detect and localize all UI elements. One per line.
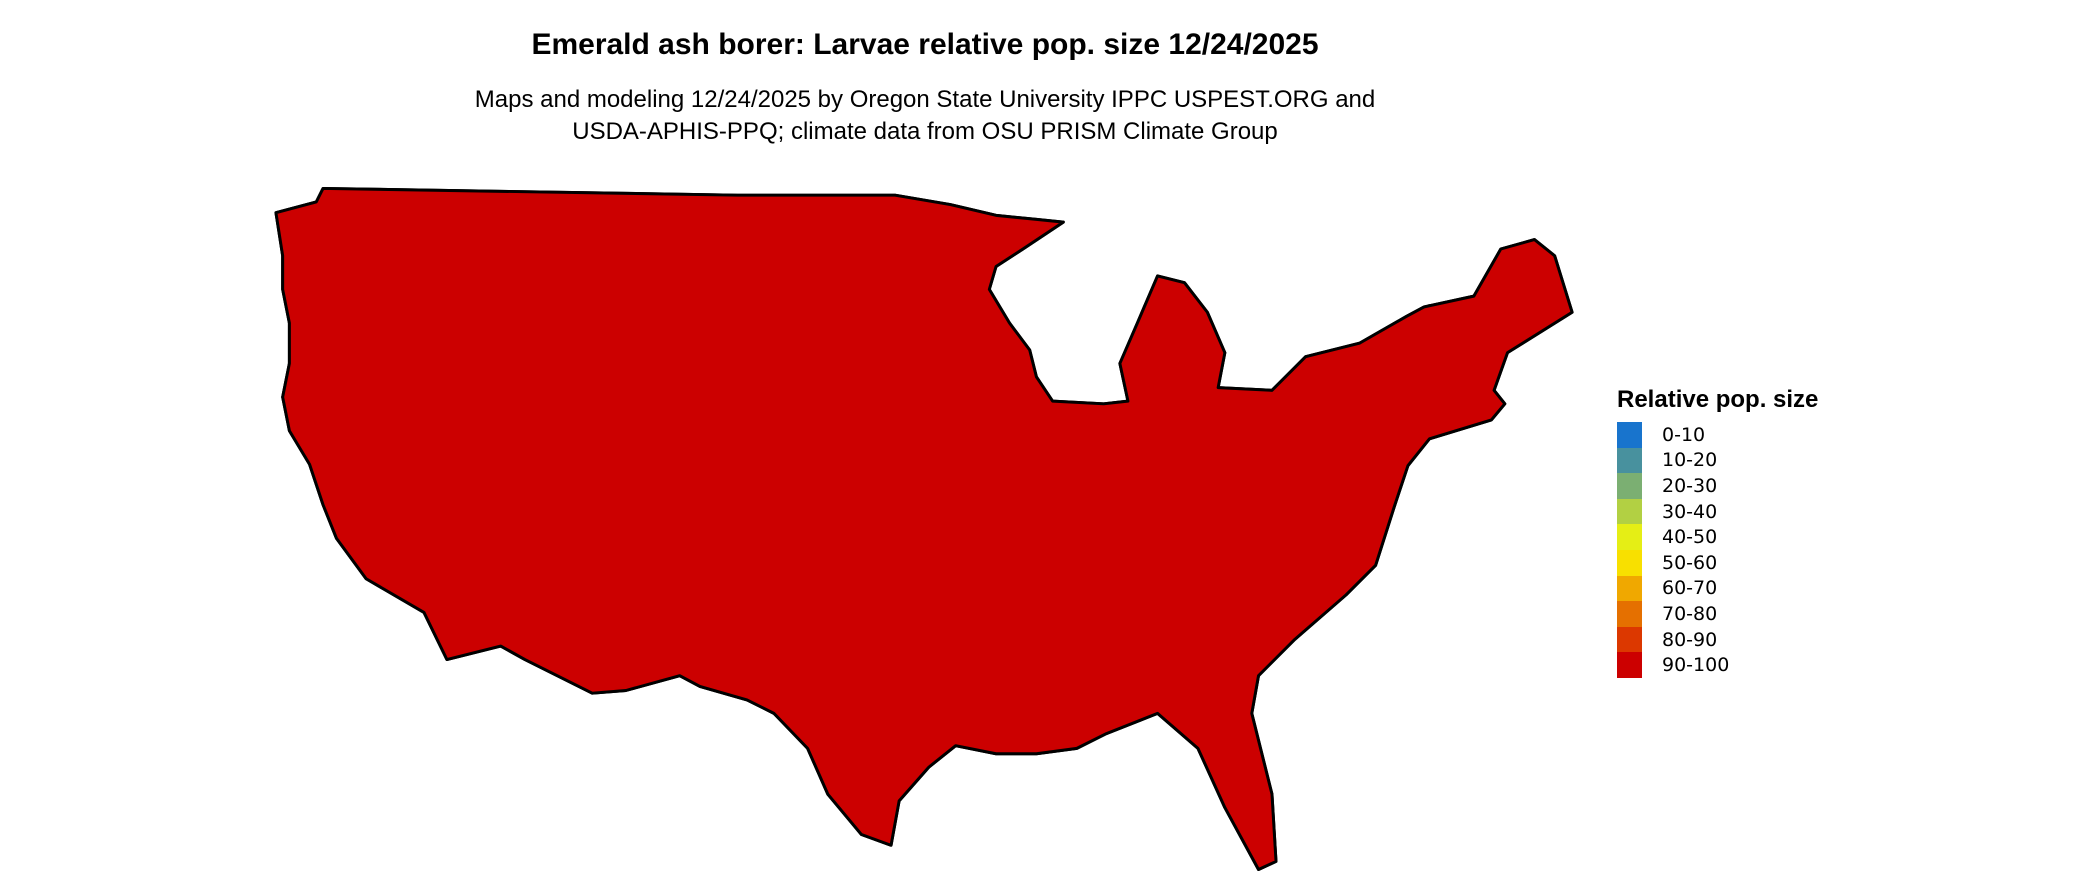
legend-item: 10-20 <box>1617 447 1818 474</box>
legend-label: 10-20 <box>1662 449 1718 472</box>
map-title: Emerald ash borer: Larvae relative pop. … <box>531 28 1319 61</box>
legend-item: 60-70 <box>1617 575 1818 602</box>
subtitle-line-1: Maps and modeling 12/24/2025 by Oregon S… <box>474 86 1376 113</box>
legend-item: 40-50 <box>1617 524 1818 550</box>
legend-item: 50-60 <box>1617 549 1818 576</box>
legend-item: 20-30 <box>1617 473 1818 499</box>
legend-item: 70-80 <box>1617 601 1818 627</box>
legend-label: 30-40 <box>1662 500 1718 523</box>
subtitle-line-2: USDA-APHIS-PPQ; climate data from OSU PR… <box>572 118 1278 145</box>
legend-swatch <box>1617 626 1642 653</box>
legend-swatch <box>1617 601 1642 627</box>
legend-swatch <box>1617 498 1642 525</box>
legend-swatch <box>1617 549 1642 576</box>
legend-title: Relative pop. size <box>1617 386 1819 413</box>
legend-label: 70-80 <box>1662 602 1718 625</box>
legend-item: 80-90 <box>1617 626 1818 653</box>
legend-swatch <box>1617 473 1642 499</box>
map-subtitle: Maps and modeling 12/24/2025 by Oregon S… <box>0 84 1850 148</box>
legend-item: 0-10 <box>1617 422 1818 448</box>
legend-label: 60-70 <box>1662 577 1718 600</box>
legend-item: 30-40 <box>1617 498 1818 525</box>
legend-label: 50-60 <box>1662 551 1718 574</box>
legend-label: 20-30 <box>1662 474 1718 497</box>
legend-label: 90-100 <box>1662 654 1730 677</box>
legend-swatch <box>1617 447 1642 474</box>
legend-swatch <box>1617 652 1642 678</box>
legend-swatch <box>1617 422 1642 448</box>
legend-swatch <box>1617 524 1642 550</box>
legend-label: 40-50 <box>1662 526 1718 549</box>
legend: Relative pop. size 0-10 10-20 20-30 30-40 40… <box>1617 386 1818 678</box>
legend-label: 0-10 <box>1662 423 1706 446</box>
legend-swatch <box>1617 575 1642 602</box>
legend-label: 80-90 <box>1662 628 1718 651</box>
legend-item: 90-100 <box>1617 652 1818 678</box>
